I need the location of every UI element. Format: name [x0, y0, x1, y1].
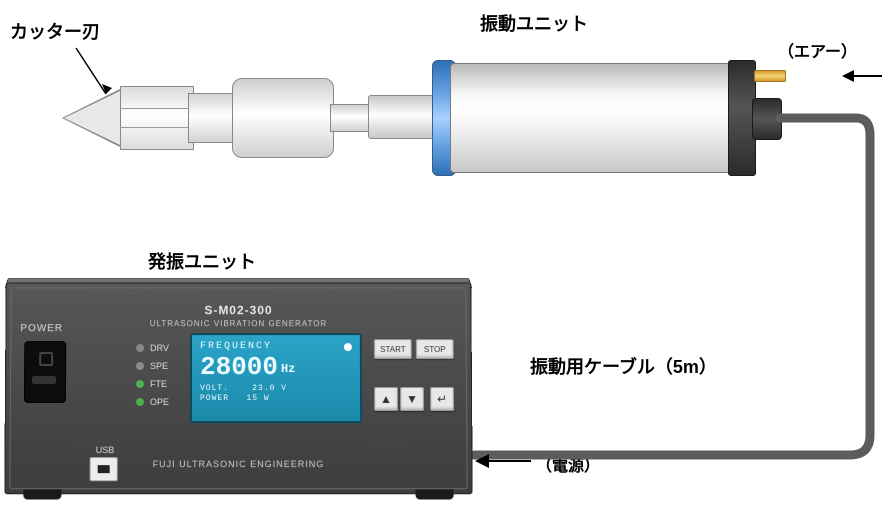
usb-port[interactable] [90, 457, 118, 481]
led-spe-dot [136, 362, 144, 370]
led-ope-dot [136, 398, 144, 406]
power-jack[interactable] [24, 341, 66, 403]
stop-button[interactable]: STOP [416, 339, 454, 359]
oscillator-brand: FUJI ULTRASONIC ENGINEERING [5, 459, 471, 469]
label-air: （エアー） [778, 38, 857, 62]
arrow-to-blade [68, 44, 118, 104]
down-icon: ▼ [406, 392, 418, 406]
down-button[interactable]: ▼ [400, 387, 424, 411]
lcd-volt-unit: V [281, 384, 287, 393]
cutter-blade-slot [120, 108, 192, 128]
power-arrow-icon [475, 452, 531, 470]
lcd-power-unit: W [264, 394, 270, 403]
vibration-cable [462, 115, 874, 471]
led-column: DRV SPE FTE OPE [136, 339, 169, 411]
label-vibration-unit: 振動ユニット [480, 10, 588, 36]
vibration-neck-2 [330, 104, 372, 132]
led-ope-text: OPE [150, 397, 169, 407]
vibration-collar-small [188, 93, 236, 143]
label-cutter: カッター刃 [10, 18, 100, 44]
lcd-frequency-value: 28000 [200, 352, 278, 382]
vibration-neck [368, 95, 436, 139]
led-spe: SPE [136, 357, 169, 375]
up-icon: ▲ [380, 392, 392, 406]
vibration-collar [232, 78, 334, 158]
enter-button[interactable]: ↵ [430, 387, 454, 411]
vibration-air-port [754, 70, 786, 82]
lcd-subline: VOLT. 23.0 V POWER 15 W [200, 384, 352, 405]
oscillator-unit: S-M02-300 ULTRASONIC VIBRATION GENERATOR… [4, 282, 472, 494]
led-fte-text: FTE [150, 379, 167, 389]
power-label: POWER [20, 323, 63, 334]
enter-icon: ↵ [437, 392, 447, 406]
air-arrow-icon [842, 67, 882, 85]
led-ope: OPE [136, 393, 169, 411]
led-spe-text: SPE [150, 361, 168, 371]
led-drv-dot [136, 344, 144, 352]
usb-label: USB [96, 445, 115, 455]
lcd-frequency-unit: Hz [281, 362, 295, 376]
up-button[interactable]: ▲ [374, 387, 398, 411]
lcd-screen: FREQUENCY 28000Hz VOLT. 23.0 V POWER 15 … [190, 333, 362, 423]
lcd-frequency: 28000Hz [200, 354, 352, 380]
oscillator-foot-right [416, 489, 454, 499]
led-drv-text: DRV [150, 343, 169, 353]
led-drv: DRV [136, 339, 169, 357]
lcd-power-label: POWER [200, 394, 229, 403]
lcd-power-value: 15 [246, 394, 258, 403]
label-oscillator: 発振ユニット [148, 248, 256, 274]
start-button[interactable]: START [374, 339, 412, 359]
lcd-indicator-dot [344, 343, 352, 351]
lcd-volt-label: VOLT. [200, 384, 229, 393]
led-fte: FTE [136, 375, 169, 393]
lcd-title: FREQUENCY [200, 341, 352, 352]
oscillator-subtitle: ULTRASONIC VIBRATION GENERATOR [6, 319, 470, 328]
oscillator-model: S-M02-300 [6, 303, 470, 317]
led-fte-dot [136, 380, 144, 388]
lcd-volt-value: 23.0 [252, 384, 275, 393]
oscillator-foot-left [23, 489, 61, 499]
